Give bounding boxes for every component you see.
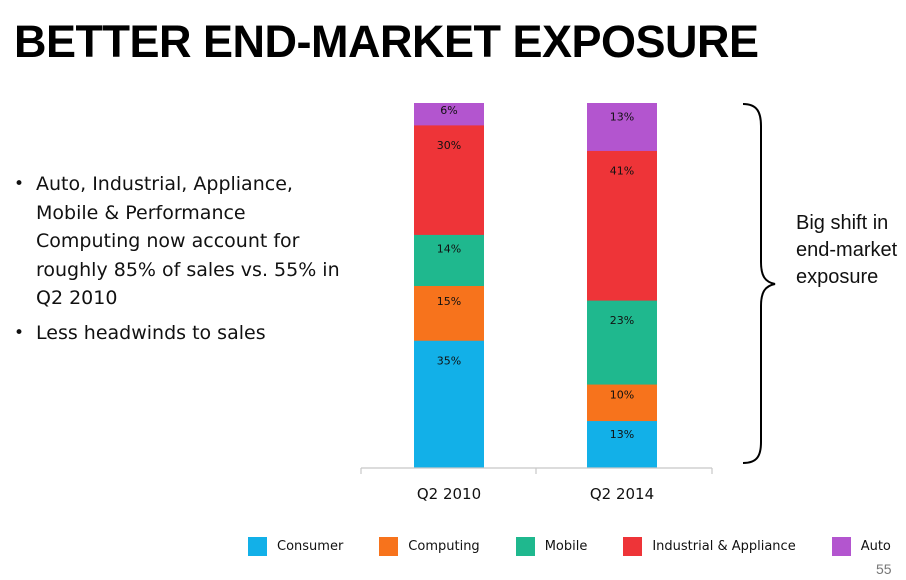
right-brace-shape bbox=[742, 103, 776, 464]
bar-segment bbox=[414, 340, 484, 469]
legend-swatch bbox=[623, 536, 643, 556]
bar-segment bbox=[587, 300, 657, 385]
bar-value-label: 35% bbox=[437, 354, 461, 367]
legend-swatch bbox=[831, 536, 851, 556]
chart-legend: Consumer Computing Mobile Industrial & A… bbox=[248, 536, 891, 556]
bar-segment bbox=[587, 103, 657, 151]
slide-title: BETTER END-MARKET EXPOSURE bbox=[14, 16, 759, 67]
legend-label: Mobile bbox=[544, 538, 588, 554]
legend-item: Auto bbox=[831, 536, 891, 556]
x-tick-label: Q2 2010 bbox=[417, 485, 481, 503]
bar-segment bbox=[414, 234, 484, 286]
bullet-list: Auto, Industrial, Appliance, Mobile & Pe… bbox=[14, 170, 344, 353]
bar-value-label: 10% bbox=[610, 388, 634, 401]
bar-value-label: 23% bbox=[610, 314, 634, 327]
bar-value-label: 30% bbox=[437, 139, 461, 152]
legend-item: Computing bbox=[379, 536, 480, 556]
bar-segment bbox=[587, 384, 657, 422]
page-number: 55 bbox=[876, 561, 892, 577]
legend-item: Mobile bbox=[515, 536, 588, 556]
legend-label: Consumer bbox=[277, 538, 344, 554]
bar-value-label: 15% bbox=[437, 295, 461, 308]
bullet-item: Less headwinds to sales bbox=[14, 319, 344, 348]
bar-segment bbox=[587, 420, 657, 469]
bar-segment bbox=[587, 150, 657, 301]
bullet-item: Auto, Industrial, Appliance, Mobile & Pe… bbox=[14, 170, 344, 313]
bar-segment bbox=[414, 124, 484, 235]
legend-item: Consumer bbox=[248, 536, 344, 556]
legend-label: Industrial & Appliance bbox=[652, 538, 796, 554]
legend-swatch bbox=[248, 536, 267, 556]
bar-value-label: 41% bbox=[610, 164, 634, 177]
legend-label: Computing bbox=[408, 538, 480, 554]
bar-value-label: 6% bbox=[440, 104, 457, 117]
bars-group bbox=[414, 103, 657, 469]
bar-value-label: 13% bbox=[610, 110, 634, 123]
x-tick-label: Q2 2014 bbox=[590, 485, 654, 503]
legend-swatch bbox=[515, 536, 535, 556]
annotation-text: Big shift in end-market exposure bbox=[796, 212, 898, 288]
bar-value-label: 13% bbox=[610, 428, 634, 441]
legend-swatch bbox=[379, 536, 399, 556]
segment-labels-group: 35% 15% 14% 30% 6% 13% 10% 23% 41% 13% bbox=[437, 104, 634, 441]
legend-item: Industrial & Appliance bbox=[623, 536, 796, 556]
bar-segment bbox=[414, 285, 484, 341]
legend-label: Auto bbox=[860, 538, 891, 554]
bar-value-label: 14% bbox=[437, 243, 461, 256]
bar-segment bbox=[414, 103, 484, 126]
